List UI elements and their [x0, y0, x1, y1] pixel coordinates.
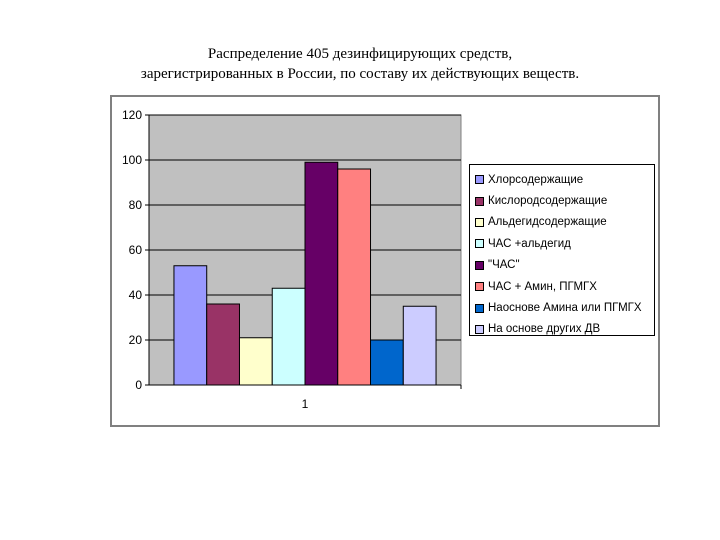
legend-swatch [475, 303, 484, 313]
legend-label: На основе других ДВ [488, 323, 601, 336]
bar-series-6 [337, 168, 372, 386]
legend-swatch [475, 324, 484, 334]
legend-label: ЧАС + Амин, ПГМГХ [488, 280, 597, 293]
chart-title-line-2: зарегистрированных в России, по составу … [140, 66, 580, 82]
legend-item: Кислородсодержащие [475, 190, 654, 211]
legend-label: ЧАС +альдегид [488, 237, 571, 250]
legend-swatch [475, 217, 484, 227]
bar-series-3 [238, 337, 273, 386]
legend-label: "ЧАС" [488, 259, 520, 272]
legend-swatch [475, 282, 484, 292]
y-tick-label: 120 [122, 108, 142, 122]
legend-item: ЧАС +альдегид [475, 233, 654, 254]
y-tick-label: 0 [135, 378, 142, 392]
bar-series-7 [370, 339, 404, 386]
legend-swatch [475, 196, 484, 206]
chart-title: Распределение 405 дезинфицирующих средст… [60, 44, 660, 84]
legend-swatch [475, 260, 484, 270]
legend-swatch [475, 175, 484, 185]
legend-item: "ЧАС" [475, 255, 654, 276]
y-tick-label: 100 [122, 153, 142, 167]
legend-swatch [475, 239, 484, 249]
y-tick-label: 60 [129, 243, 143, 257]
legend-label: Альдегидсодержащие [488, 216, 607, 229]
bar-series-1 [173, 265, 208, 386]
legend-label: Хлорсодержащие [488, 173, 584, 186]
legend-item: Хлорсодержащие [475, 169, 654, 190]
x-category-label: 1 [302, 397, 309, 411]
legend-item: ЧАС + Амин, ПГМГХ [475, 276, 654, 297]
chart-title-line-1: Распределение 405 дезинфицирующих средст… [207, 46, 513, 62]
legend-item: Наоснове Амина или ПГМГХ [475, 297, 654, 318]
chart-legend: Хлорсодержащие Кислородсодержащие Альдегид… [469, 164, 655, 336]
legend-item: Альдегидсодержащие [475, 212, 654, 233]
bar-series-2 [206, 303, 240, 386]
legend-label: Кислородсодержащие [488, 195, 608, 208]
legend-item: На основе других ДВ [475, 319, 654, 340]
bar-series-4 [271, 287, 306, 386]
legend-label: Наоснове Амина или ПГМГХ [488, 302, 642, 315]
y-tick-label: 80 [129, 198, 143, 212]
y-tick-label: 40 [129, 288, 143, 302]
bar-series-8 [402, 305, 437, 386]
bar-series-5 [304, 161, 339, 386]
y-tick-label: 20 [129, 333, 143, 347]
